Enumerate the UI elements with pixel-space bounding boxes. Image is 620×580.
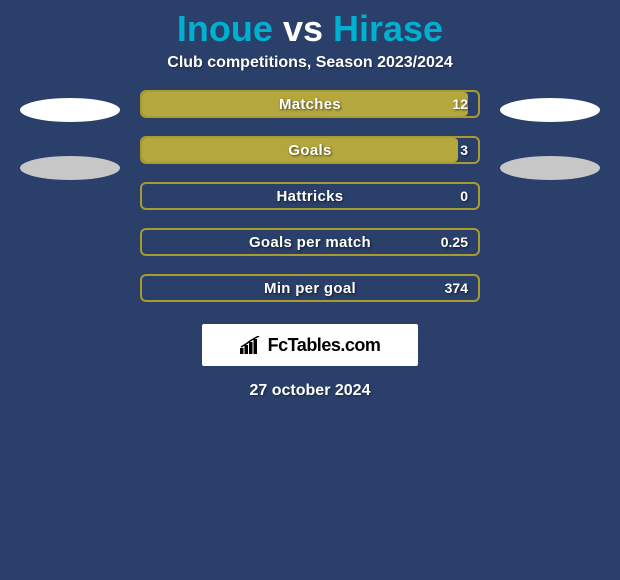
stat-row: Goals 3 (140, 136, 480, 164)
title-player2: Hirase (333, 8, 443, 49)
logo-text: FcTables.com (268, 335, 381, 356)
player-badge (500, 98, 600, 122)
stat-row: Hattricks 0 (140, 182, 480, 210)
stat-row: Goals per match 0.25 (140, 228, 480, 256)
stat-value: 374 (445, 280, 468, 296)
stat-labels: Min per goal 374 (142, 276, 478, 300)
subtitle: Club competitions, Season 2023/2024 (0, 54, 620, 90)
right-player-badges (500, 90, 600, 180)
stat-labels: Goals 3 (142, 138, 478, 162)
player-badge (20, 156, 120, 180)
stat-value: 3 (460, 142, 468, 158)
stats-bars: Matches 12 Goals 3 Hattricks 0 Goals per match… (140, 90, 480, 302)
stat-value: 0.25 (441, 234, 468, 250)
stats-area: Matches 12 Goals 3 Hattricks 0 Goals per match… (0, 90, 620, 302)
stat-label: Goals per match (249, 234, 371, 251)
page-title: Inoue vs Hirase (0, 0, 620, 54)
date-text: 27 october 2024 (0, 366, 620, 400)
stat-label: Hattricks (277, 188, 344, 205)
player-badge (20, 98, 120, 122)
stat-value: 0 (460, 188, 468, 204)
title-vs: vs (283, 8, 323, 49)
stat-label: Matches (279, 96, 341, 113)
left-player-badges (20, 90, 120, 180)
comparison-infographic: Inoue vs Hirase Club competitions, Seaso… (0, 0, 620, 580)
player-badge (500, 156, 600, 180)
stat-labels: Hattricks 0 (142, 184, 478, 208)
source-logo: FcTables.com (202, 324, 418, 366)
stat-row: Min per goal 374 (140, 274, 480, 302)
stat-row: Matches 12 (140, 90, 480, 118)
stat-label: Goals (288, 142, 331, 159)
stat-labels: Matches 12 (142, 92, 478, 116)
stat-value: 12 (452, 96, 468, 112)
stat-labels: Goals per match 0.25 (142, 230, 478, 254)
title-player1: Inoue (177, 8, 273, 49)
bars-chart-icon (240, 336, 262, 354)
stat-label: Min per goal (264, 280, 356, 297)
